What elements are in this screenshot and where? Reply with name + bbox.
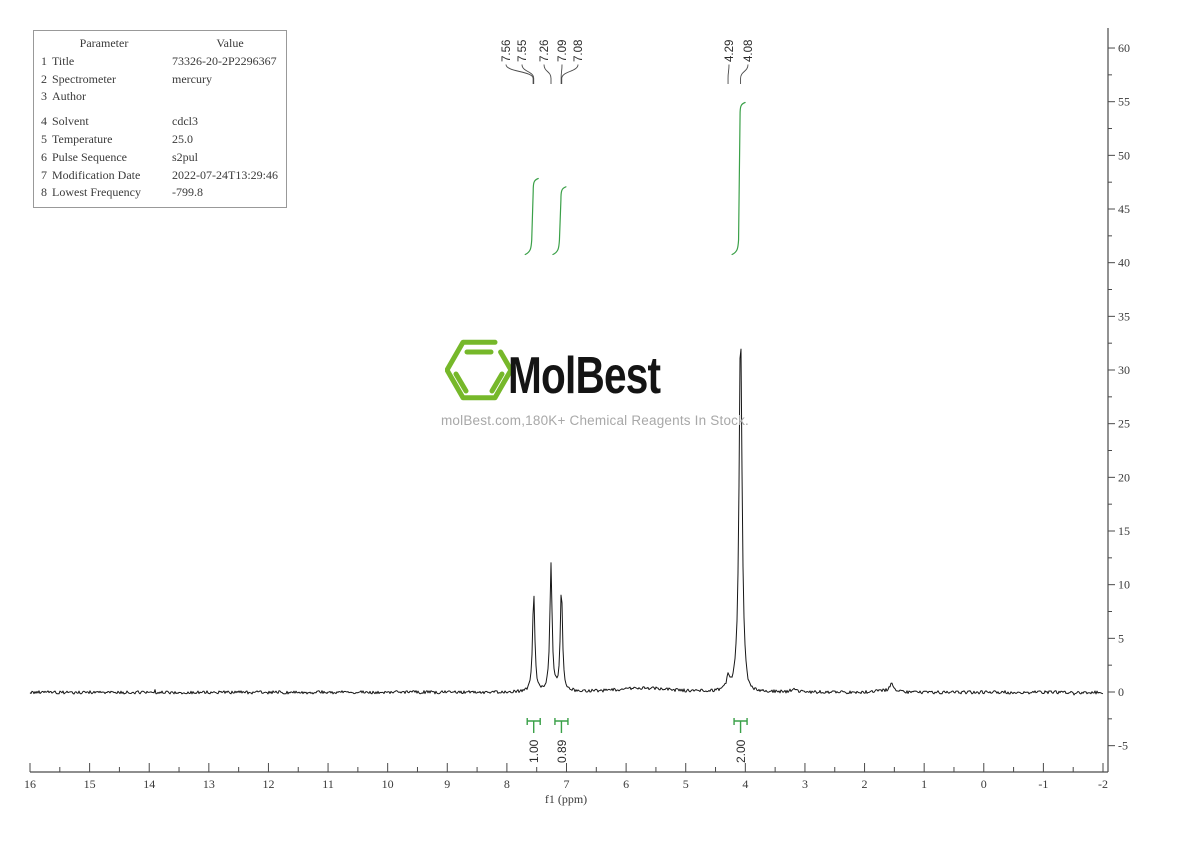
parameter-table: Parameter Value 1 Title 73326-20-2P22963… <box>33 30 287 208</box>
spectrum-trace <box>29 348 1104 696</box>
y-axis-tick-label: -5 <box>1118 739 1128 753</box>
peak-label-leader-line <box>543 64 552 84</box>
x-axis-tick-label: 4 <box>742 777 748 791</box>
row-value: 25.0 <box>172 131 193 146</box>
peak-shift-label: 7.56 <box>501 40 513 62</box>
row-value: cdcl3 <box>172 114 198 129</box>
table-row: 1 Title 73326-20-2P2296367 <box>34 53 286 71</box>
parameter-table-header: Parameter Value <box>34 35 286 53</box>
row-value: 2022-07-24T13:29:46 <box>172 167 278 182</box>
y-axis-tick-label: 40 <box>1118 256 1130 270</box>
x-axis-tick-label: 8 <box>504 777 510 791</box>
peak-label-leader-line <box>561 64 579 84</box>
integral-value-label: 2.00 <box>734 739 748 763</box>
hexagon-benzene-logo-icon <box>445 339 514 401</box>
row-name: Author <box>52 89 86 104</box>
x-axis-tick-label: 9 <box>444 777 450 791</box>
integral-region-marker <box>554 718 569 733</box>
x-axis-tick-label: 16 <box>24 777 36 791</box>
row-number: 4 <box>41 114 47 129</box>
row-value: 73326-20-2P2296367 <box>172 53 277 68</box>
x-axis-tick-label: 7 <box>564 777 570 791</box>
x-axis-tick-label: 11 <box>322 777 334 791</box>
row-name: Lowest Frequency <box>52 185 141 200</box>
integral-region-marker <box>526 718 541 733</box>
integral-curve <box>731 101 746 256</box>
x-axis-tick-label: 3 <box>802 777 808 791</box>
table-row: 6 Pulse Sequence s2pul <box>34 149 286 167</box>
row-number: 7 <box>41 167 47 182</box>
peak-shift-label: 7.09 <box>557 40 569 62</box>
row-number: 8 <box>41 185 47 200</box>
table-row: 7 Modification Date 2022-07-24T13:29:46 <box>34 167 286 185</box>
x-axis-tick-label: 12 <box>262 777 274 791</box>
row-value: s2pul <box>172 149 199 164</box>
row-name: Title <box>52 53 75 68</box>
y-axis-tick-label: 35 <box>1118 309 1130 323</box>
row-number: 3 <box>41 89 47 104</box>
x-axis-tick-label: -1 <box>1038 777 1048 791</box>
peak-label-leader-line <box>560 64 563 84</box>
row-name: Modification Date <box>52 167 141 182</box>
row-name: Pulse Sequence <box>52 149 127 164</box>
integral-value-label: 0.89 <box>555 739 569 763</box>
row-number: 2 <box>41 71 47 86</box>
peak-shift-label: 4.29 <box>724 40 736 62</box>
logo-text: MolBest <box>508 347 661 405</box>
peak-shift-label: 7.08 <box>573 40 585 62</box>
peak-shift-label: 4.08 <box>743 40 755 62</box>
x-axis-tick-label: 6 <box>623 777 629 791</box>
row-name: Solvent <box>52 114 89 129</box>
header-value: Value <box>216 36 244 50</box>
table-row: 3 Author <box>34 88 286 106</box>
watermark-tagline: molBest.com,180K+ Chemical Reagents In S… <box>440 413 750 428</box>
y-axis-tick-label: 50 <box>1118 148 1130 162</box>
x-axis-tick-label: 14 <box>143 777 155 791</box>
x-axis-tick-label: 5 <box>683 777 689 791</box>
peak-label-leader-line <box>740 64 749 84</box>
y-axis-tick-label: 20 <box>1118 470 1130 484</box>
row-name: Temperature <box>52 131 113 146</box>
x-axis-tick-label: 15 <box>84 777 96 791</box>
x-axis-tick-label: -2 <box>1098 777 1108 791</box>
header-parameter: Parameter <box>79 36 129 50</box>
table-row: 4 Solvent cdcl3 <box>34 113 286 131</box>
y-axis-tick-label: 60 <box>1118 41 1130 55</box>
integral-curve <box>524 177 539 256</box>
x-axis-tick-label: 10 <box>382 777 394 791</box>
y-axis-tick-label: 30 <box>1118 363 1130 377</box>
y-axis-tick-label: 5 <box>1118 631 1124 645</box>
peak-shift-label: 7.26 <box>539 40 551 62</box>
row-value: -799.8 <box>172 185 203 200</box>
y-axis-tick-label: 45 <box>1118 202 1130 216</box>
row-number: 1 <box>41 53 47 68</box>
peak-shift-label: 7.55 <box>517 40 529 62</box>
y-axis-tick-label: 25 <box>1118 417 1130 431</box>
row-number: 6 <box>41 149 47 164</box>
x-axis-tick-label: 1 <box>921 777 927 791</box>
table-row: 2 Spectrometer mercury <box>34 71 286 89</box>
row-name: Spectrometer <box>52 71 116 86</box>
table-row: 8 Lowest Frequency -799.8 <box>34 184 286 202</box>
y-axis-tick-label: 55 <box>1118 95 1130 109</box>
peak-label-leader-line <box>505 64 534 84</box>
x-axis-tick-label: 13 <box>203 777 215 791</box>
integral-value-label: 1.00 <box>527 739 541 763</box>
peak-label-leader-line <box>727 64 730 84</box>
table-row: 5 Temperature 25.0 <box>34 131 286 149</box>
y-axis-tick-label: 15 <box>1118 524 1130 538</box>
x-axis-tick-label: 0 <box>981 777 987 791</box>
row-value: mercury <box>172 71 212 86</box>
y-axis-tick-label: 0 <box>1118 685 1124 699</box>
x-axis-title: f1 (ppm) <box>545 792 587 806</box>
integral-curve <box>552 186 567 256</box>
x-axis-tick-label: 2 <box>862 777 868 791</box>
integral-region-marker <box>733 718 748 733</box>
row-number: 5 <box>41 131 47 146</box>
y-axis-tick-label: 10 <box>1118 578 1130 592</box>
peak-label-leader-line <box>521 64 535 84</box>
